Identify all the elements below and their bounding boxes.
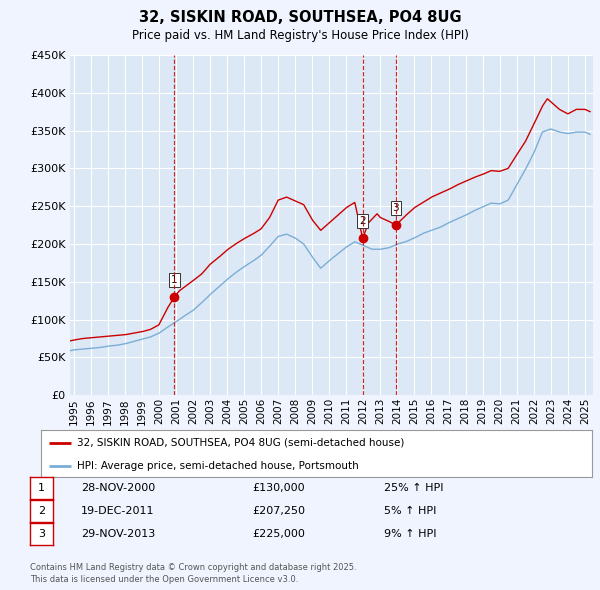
Text: 3: 3	[38, 529, 45, 539]
Text: 2: 2	[38, 506, 45, 516]
Text: 25% ↑ HPI: 25% ↑ HPI	[384, 483, 443, 493]
Text: 28-NOV-2000: 28-NOV-2000	[81, 483, 155, 493]
Text: 29-NOV-2013: 29-NOV-2013	[81, 529, 155, 539]
Text: 32, SISKIN ROAD, SOUTHSEA, PO4 8UG (semi-detached house): 32, SISKIN ROAD, SOUTHSEA, PO4 8UG (semi…	[77, 438, 404, 448]
Text: HPI: Average price, semi-detached house, Portsmouth: HPI: Average price, semi-detached house,…	[77, 461, 358, 471]
Text: 1: 1	[38, 483, 45, 493]
Text: 1: 1	[171, 275, 178, 285]
Text: Contains HM Land Registry data © Crown copyright and database right 2025.
This d: Contains HM Land Registry data © Crown c…	[30, 563, 356, 584]
Text: 9% ↑ HPI: 9% ↑ HPI	[384, 529, 437, 539]
Text: £225,000: £225,000	[252, 529, 305, 539]
Text: 2: 2	[359, 216, 366, 226]
Text: £130,000: £130,000	[252, 483, 305, 493]
Text: £207,250: £207,250	[252, 506, 305, 516]
Text: 32, SISKIN ROAD, SOUTHSEA, PO4 8UG: 32, SISKIN ROAD, SOUTHSEA, PO4 8UG	[139, 11, 461, 25]
Text: 19-DEC-2011: 19-DEC-2011	[81, 506, 155, 516]
Text: Price paid vs. HM Land Registry's House Price Index (HPI): Price paid vs. HM Land Registry's House …	[131, 30, 469, 42]
Text: 5% ↑ HPI: 5% ↑ HPI	[384, 506, 436, 516]
Text: 3: 3	[392, 203, 399, 213]
